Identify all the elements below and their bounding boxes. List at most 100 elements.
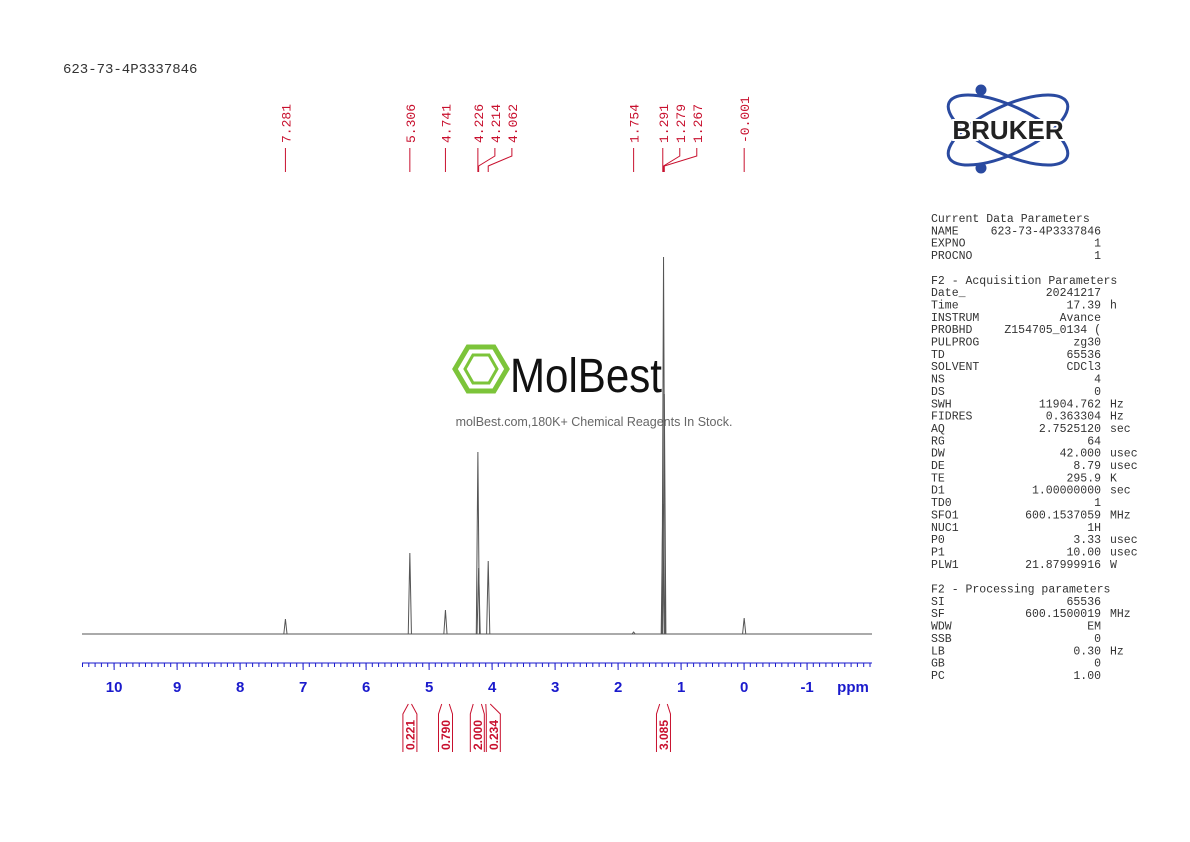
peak — [662, 393, 667, 635]
peak-label: 7.281 — [279, 104, 294, 143]
peak — [486, 560, 491, 635]
param-value: 17.39 — [1066, 299, 1101, 312]
x-tick-label: 2 — [614, 679, 622, 696]
param-value: 1 — [1094, 250, 1101, 263]
param-name: P0 — [931, 534, 945, 547]
param-value: 1H — [1087, 522, 1101, 535]
param-value: 1 — [1094, 238, 1101, 251]
peak-label: 4.741 — [439, 104, 454, 143]
param-name: PROCNO — [931, 250, 973, 263]
param-name: SFO1 — [931, 509, 959, 522]
param-name: INSTRUM — [931, 312, 979, 325]
param-value: Avance — [1060, 312, 1102, 325]
param-unit: Hz — [1110, 398, 1124, 411]
param-value: 3.33 — [1073, 534, 1101, 547]
param-name: NAME — [931, 225, 959, 238]
peak-label: 1.267 — [691, 104, 706, 143]
x-tick-label: 6 — [362, 679, 370, 696]
param-value: EM — [1087, 621, 1101, 634]
param-value: 4 — [1094, 374, 1101, 387]
peak-label: 4.062 — [506, 104, 521, 143]
param-value: Z154705_0134 ( — [1004, 324, 1101, 337]
peak — [742, 617, 747, 635]
param-section-title: Current Data Parameters — [931, 213, 1090, 226]
param-name: DW — [931, 448, 945, 461]
param-value: 0 — [1094, 658, 1101, 671]
param-unit: sec — [1110, 485, 1131, 498]
param-value: 10.00 — [1066, 546, 1101, 559]
sample-id: 623-73-4P3337846 — [63, 62, 197, 78]
peak-label: 1.291 — [657, 104, 672, 143]
param-unit: K — [1110, 472, 1117, 485]
peak-label: 1.279 — [674, 104, 689, 143]
param-section-title: F2 - Acquisition Parameters — [931, 275, 1117, 288]
x-tick-label: 10 — [106, 679, 123, 696]
param-value: 0.363304 — [1046, 411, 1101, 424]
param-value: zg30 — [1073, 337, 1101, 350]
watermark: MolBest molBest.com,180K+ Chemical Reage… — [452, 344, 733, 429]
peak-label: -0.001 — [738, 96, 753, 143]
param-value: 2.7525120 — [1039, 423, 1101, 436]
param-value: 65536 — [1066, 596, 1101, 609]
param-unit: MHz — [1110, 608, 1131, 621]
param-name: PC — [931, 670, 945, 683]
peak — [476, 567, 481, 635]
integral-label: 0.234 — [487, 720, 501, 750]
peak-label: 4.226 — [472, 104, 487, 143]
peak — [283, 618, 288, 635]
param-unit: Hz — [1110, 411, 1124, 424]
param-name: FIDRES — [931, 411, 973, 424]
param-name: SOLVENT — [931, 361, 979, 374]
param-value: 623-73-4P3337846 — [991, 225, 1102, 238]
param-name: PLW1 — [931, 559, 959, 572]
integral-bracket — [485, 703, 501, 752]
peak-leader — [478, 148, 496, 172]
param-value: 1.00000000 — [1032, 485, 1101, 498]
watermark-name: MolBest — [510, 350, 662, 403]
param-unit: MHz — [1110, 509, 1131, 522]
param-value: 0.30 — [1073, 645, 1101, 658]
param-value: 600.1537059 — [1025, 509, 1101, 522]
param-name: RG — [931, 435, 945, 448]
param-unit: usec — [1110, 546, 1138, 559]
param-section-title: F2 - Processing parameters — [931, 584, 1110, 597]
peak-label: 4.214 — [489, 104, 504, 143]
param-name: DS — [931, 386, 945, 399]
param-value: 1 — [1094, 497, 1101, 510]
param-name: LB — [931, 645, 945, 658]
param-name: AQ — [931, 423, 945, 436]
param-name: GB — [931, 658, 945, 671]
param-unit: usec — [1110, 534, 1138, 547]
param-name: SSB — [931, 633, 952, 646]
param-value: CDCl3 — [1066, 361, 1101, 374]
spectrum: 7.281 5.306 4.741 4.226 4.214 4.062 1.754 1.291… — [82, 96, 872, 752]
param-value: 11904.762 — [1039, 398, 1101, 411]
brand: BRUKER — [952, 115, 1063, 145]
x-tick-label: -1 — [800, 679, 813, 696]
param-value: 65536 — [1066, 349, 1101, 362]
x-tick-label: 9 — [173, 679, 181, 696]
integral-bracket — [438, 703, 454, 752]
watermark-tagline: molBest.com,180K+ Chemical Reagents In S… — [456, 415, 733, 429]
param-name: D1 — [931, 485, 945, 498]
peak-leader — [663, 148, 698, 172]
param-unit: usec — [1110, 448, 1138, 461]
param-name: EXPNO — [931, 238, 966, 251]
peak-leader — [487, 148, 513, 172]
peak — [407, 552, 412, 635]
x-tick-label: 0 — [740, 679, 748, 696]
param-unit: sec — [1110, 423, 1131, 436]
param-name: SWH — [931, 398, 952, 411]
x-tick-label: 4 — [488, 679, 497, 696]
integral-bracket — [402, 703, 418, 752]
x-tick-label: 7 — [299, 679, 307, 696]
param-unit: W — [1110, 559, 1117, 572]
param-value: 64 — [1087, 435, 1101, 448]
param-name: SI — [931, 596, 945, 609]
param-name: DE — [931, 460, 945, 473]
x-tick-label: 1 — [677, 679, 685, 696]
param-name: Time — [931, 299, 959, 312]
param-name: Date_ — [931, 287, 966, 300]
param-value: 20241217 — [1046, 287, 1101, 300]
param-value: 0 — [1094, 633, 1101, 646]
